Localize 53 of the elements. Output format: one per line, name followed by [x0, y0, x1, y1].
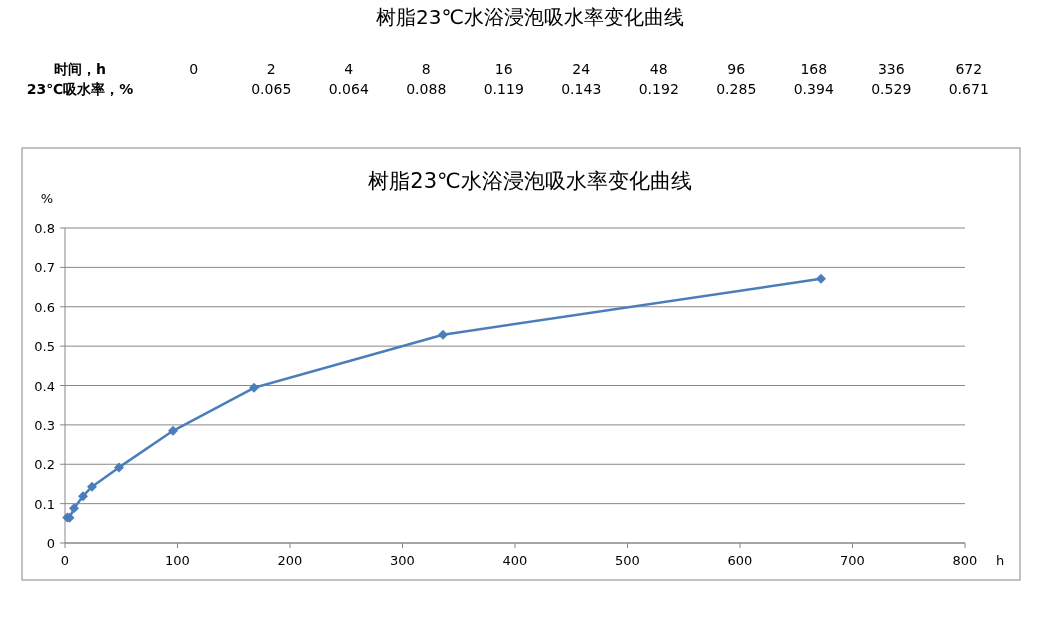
data-label: 0.143 — [561, 81, 602, 97]
data-label: 0.394 — [793, 81, 834, 97]
text: 时间，h — [54, 61, 106, 77]
x-tick-label: 400 — [502, 553, 528, 568]
x-tick-label: 200 — [277, 553, 303, 568]
data-label: 0.119 — [483, 81, 524, 97]
data-label: 0.088 — [406, 81, 447, 97]
point — [87, 481, 97, 492]
y-tick-label: 0.8 — [34, 221, 55, 236]
category-label: 2 — [266, 61, 276, 77]
point — [438, 329, 448, 340]
y-tick-label: 0.1 — [34, 496, 55, 512]
text: 23℃吸水率，% — [26, 81, 134, 97]
x-tick-label: 300 — [390, 553, 415, 568]
x-tick-label: 600 — [727, 553, 753, 568]
chart-title: 树脂23℃水浴浸泡吸水率变化曲线 — [368, 169, 692, 193]
category-label: 0 — [189, 61, 199, 77]
category-label: 168 — [800, 61, 828, 77]
category-label: 24 — [572, 61, 591, 77]
data-label: 0.064 — [328, 81, 369, 97]
point — [114, 462, 124, 473]
x-tick-label: 700 — [840, 553, 865, 568]
point — [816, 273, 826, 284]
data-label: 0.529 — [871, 81, 912, 97]
point — [168, 425, 178, 436]
category-label: 336 — [877, 61, 905, 77]
y-tick-label: 0.5 — [34, 339, 55, 355]
y-tick-label: 0 — [46, 536, 55, 551]
data-label: 0.671 — [948, 81, 989, 97]
point — [69, 503, 79, 514]
x-tick-label: 800 — [952, 553, 978, 568]
category-label: 672 — [955, 61, 983, 77]
text: 树脂23℃水浴浸泡吸水率变化曲线 — [376, 5, 684, 29]
data-label: 0.065 — [251, 81, 292, 97]
y-tick-label: 0.7 — [34, 260, 55, 276]
point — [78, 491, 88, 502]
y-tick-label: 0.2 — [34, 457, 55, 473]
x-tick-label: 500 — [615, 553, 640, 568]
x-axis-title: h — [995, 553, 1005, 568]
data-label: 0.192 — [638, 81, 679, 97]
category-label: 48 — [649, 61, 668, 77]
category-label: 4 — [344, 61, 354, 77]
category-label: 96 — [727, 61, 746, 77]
category-label: 8 — [421, 61, 431, 77]
x-tick-label: 0 — [60, 553, 70, 568]
data-label: 0.285 — [716, 81, 757, 97]
y-tick-label: 0.4 — [34, 378, 55, 394]
y-axis-title: % — [40, 191, 54, 206]
category-label: 16 — [494, 61, 513, 77]
x-tick-label: 100 — [165, 553, 190, 568]
point — [249, 382, 259, 393]
y-tick-label: 0.6 — [34, 299, 55, 315]
y-tick-label: 0.3 — [34, 417, 55, 433]
